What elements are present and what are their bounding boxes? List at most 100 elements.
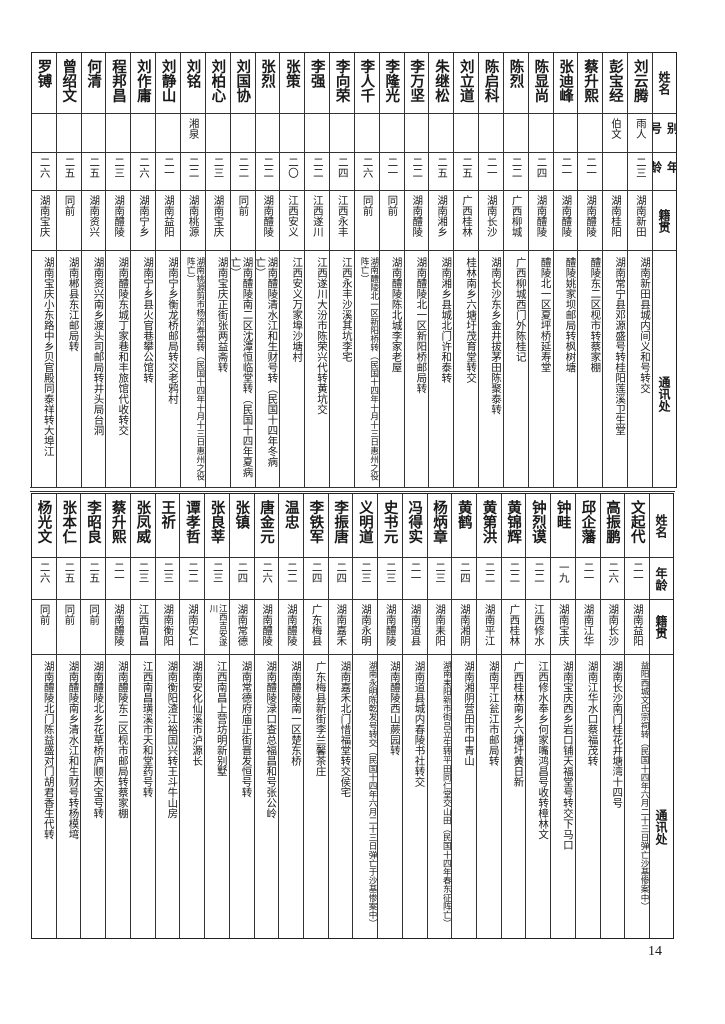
native-cell: 湖南安仁 [180, 600, 205, 655]
address-cell: 湖南醴陵陈北城李家老屋 [390, 257, 403, 373]
address-cell: 湖南耒阳新市街吕立生转平田同仁堂交山田（民国十四年春东征阵亡） [441, 661, 452, 928]
native-cell: 湖南长沙 [600, 600, 625, 655]
name-cell: 李万坚 [404, 53, 429, 114]
page-number: 14 [648, 944, 662, 959]
roster-table-top: 姓名 别号 年龄 籍贯 通讯处 刘云腾 雨人 二三 湖南新田 湖南新田县城内间义和号转交 彭宝经 伯文… [31, 52, 677, 488]
native-cell: 湖南新田 [628, 191, 652, 251]
table-row: 唐金元 二六 湖南醴陵 湖南醴陵渌口查总福昌和号张公岭 [253, 494, 279, 938]
header-native: 籍贯 [650, 600, 673, 655]
roster-table-bottom: 姓名 年龄 籍贯 通讯处 文起代 二一 湖南益阳 益阳西城文氏宗祠转（民国十四年六月二十三日弹… [31, 493, 674, 939]
name-cell: 李铁军 [303, 494, 328, 558]
table-row: 刘立道 二五 广西桂林 桂林南乡六塘圩茂育堂转交 [453, 53, 479, 487]
age-cell: 二五 [81, 153, 106, 191]
alias-cell: 湘泉 [180, 114, 205, 153]
table-row: 李铁军 二四 广东梅县 广东梅县新街李兰馨茶庄 [302, 494, 328, 938]
alias-cell [528, 114, 553, 153]
name-cell: 张本仁 [56, 494, 81, 558]
age-cell: 二一 [379, 153, 404, 191]
name-cell: 朱继松 [429, 53, 454, 114]
name-cell: 蔡升熙 [578, 53, 603, 114]
native-cell: 湖南益阳 [156, 191, 180, 251]
name-cell: 杨光文 [32, 494, 56, 558]
address-cell: 湖南郴县东江邮局转 [67, 257, 80, 352]
native-cell: 广西桂林 [501, 600, 526, 655]
address-cell: 湖南桃源剪市杨济寿堂转（民国十四年十月十三日惠州之役阵亡） [185, 257, 205, 481]
name-cell: 刘铭 [180, 53, 205, 114]
alias-cell [354, 114, 379, 153]
native-cell: 湖南宁乡 [131, 191, 156, 251]
name-cell: 罗镈 [31, 53, 56, 114]
address-cell: 湖南衡阳渣江裕国兴转王斗牛山房 [166, 661, 179, 819]
age-cell: 二六 [354, 153, 379, 191]
name-cell: 刘国协 [230, 53, 255, 114]
address-cell: 湖南醴陵北一区新阳桥邮局转 [415, 257, 428, 394]
age-cell: 二五 [56, 558, 81, 600]
age-cell: 二二 [279, 558, 303, 600]
name-cell: 温忠 [279, 494, 303, 558]
age-cell: 二四 [452, 558, 476, 600]
name-cell: 曾绍文 [56, 53, 81, 114]
age-cell: 二四 [328, 558, 353, 600]
native-cell: 湖南嘉禾 [328, 600, 353, 655]
age-cell: 二三 [106, 153, 131, 191]
alias-cell [31, 114, 56, 153]
address-cell: 醴陵北一区夏坪桥延寿堂 [539, 257, 552, 373]
native-cell: 湖南耒阳 [427, 600, 452, 655]
address-cell: 湖南宝庆正街张两益斋转 [216, 257, 229, 373]
age-cell: 二六 [31, 153, 56, 191]
address-cell: 湖南资兴南乡渡头司邮局转井头局台洞 [92, 257, 105, 436]
table-row: 杨光文 二六 同前 湖南醴陵北门陈益盛对门胡君香生代转 [32, 494, 56, 938]
table-row: 李昭良 二五 同前 湖南醴陵北乡花草桥庐顺天宝号转 [80, 494, 106, 938]
alias-cell [280, 114, 305, 153]
age-cell: 二二 [305, 153, 330, 191]
name-cell: 刘柏心 [205, 53, 230, 114]
native-cell: 江西遂川 [305, 191, 330, 251]
table-row: 陈烈 二二 广西柳城 广西柳城西门外陈桂记 [502, 53, 528, 487]
age-cell: 二三 [130, 558, 155, 600]
name-cell: 邱企藩 [575, 494, 600, 558]
age-cell: 二四 [528, 153, 553, 191]
native-cell: 湖南资兴 [81, 191, 106, 251]
table-row: 罗镈 二六 湖南宝庆 湖南宝庆小东路中乡贝官殿同泰祥转大埠江 [31, 53, 56, 487]
table-row: 张烈 二二 湖南醴陵 湖南醴陵清水江和生财号转（民国十四年冬病亡） [254, 53, 280, 487]
address-cell: 醴陵东二区枧市转蔡家棚 [589, 257, 602, 373]
address-cell: 湖南常宁县邓源盛号转桂阳莲溪卫生堂 [614, 257, 627, 436]
alias-cell: 伯文 [603, 114, 628, 153]
native-cell: 同前 [354, 191, 379, 251]
name-cell: 钟畦 [551, 494, 575, 558]
alias-cell [553, 114, 578, 153]
name-cell: 陈启科 [479, 53, 503, 114]
native-cell: 同前 [32, 600, 56, 655]
age-cell: 二四 [303, 558, 328, 600]
address-cell: 江西南昌上营坊明新别墅 [215, 661, 228, 777]
name-cell: 李隆光 [379, 53, 404, 114]
address-cell: 湖南醴陵东二区枧市邮局转蔡家棚 [116, 661, 129, 819]
table-divider [30, 487, 675, 492]
age-cell: 二二 [526, 558, 551, 600]
address-cell: 广东梅县新街李兰馨茶庄 [314, 661, 327, 777]
name-cell: 刘立道 [454, 53, 479, 114]
age-cell: 二三 [155, 558, 180, 600]
table-row: 刘静山 二一 湖南益阳 湖南宁乡衡龙桥邮局转交老鸦村 [155, 53, 180, 487]
address-cell: 湖南永明陈乾发号转交（民国十四年六月二十三日弹亡于沙基惨案中） [367, 661, 378, 928]
native-cell: 同前 [56, 600, 81, 655]
alias-cell [379, 114, 404, 153]
header-column: 姓名 年龄 籍贯 通讯处 [649, 494, 673, 938]
name-cell: 李人千 [354, 53, 379, 114]
address-cell: 湖南醴陵西山蕨园转 [388, 661, 401, 756]
address-cell: 广西柳城西门外陈桂记 [514, 257, 527, 362]
table-row: 刘云腾 雨人 二三 湖南新田 湖南新田县城内间义和号转交 [627, 53, 652, 487]
alias-cell [205, 114, 230, 153]
header-name: 姓名 [653, 53, 676, 114]
address-cell: 湖南宝庆西乡岩口铺天福堂号转交下马口 [561, 661, 574, 850]
address-cell: 湖南宁乡衡龙桥邮局转交老鸦村 [166, 257, 179, 404]
table-row: 杨炳章 二三 湖南耒阳 湖南耒阳新市街吕立生转平田同仁堂交山田（民国十四年春东征阵亡） [426, 494, 452, 938]
name-cell: 王祈 [155, 494, 180, 558]
table-row: 史书元 二三 湖南醴陵 湖南醴陵西山蕨园转 [377, 494, 402, 938]
name-cell: 高振鹏 [600, 494, 625, 558]
address-cell: 湖南宝庆小东路中乡贝官殿同泰祥转大埠江 [42, 257, 55, 457]
address-cell: 江西南昌璜溪市天和堂药号转 [141, 661, 154, 798]
table-row: 李振唐 二四 湖南嘉禾 湖南嘉禾北门惜福堂转交侯宅 [327, 494, 353, 938]
table-row: 冯得实 二一 湖南道县 湖南道县城内春陵书社转交 [401, 494, 427, 938]
age-cell: 二六 [254, 558, 279, 600]
